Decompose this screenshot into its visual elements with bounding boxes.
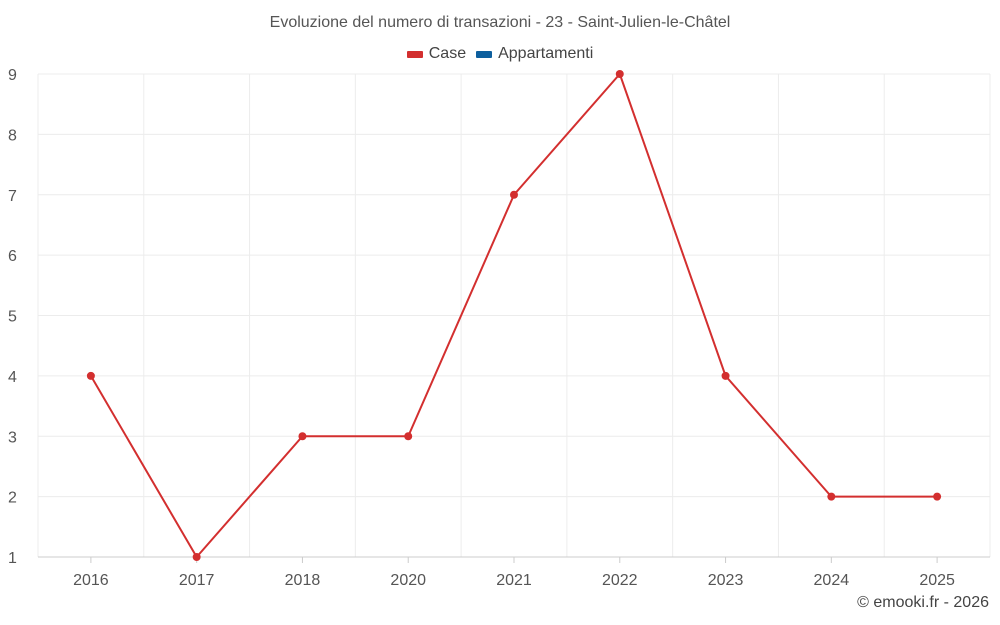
legend-item-case[interactable]: Case [406,45,467,63]
y-tick-label: 2 [8,490,17,507]
data-point-case-2021[interactable] [510,190,518,199]
data-point-case-2018[interactable] [298,432,307,441]
x-tick-label: 2021 [496,572,532,589]
data-point-case-2017[interactable] [192,553,201,561]
data-point-case-2016[interactable] [86,371,95,380]
chart-legend: Case Appartamenti [0,45,1000,63]
legend-swatch-appartamenti [476,50,493,58]
x-tick-label: 2018 [285,572,321,589]
series-layer [86,70,942,561]
x-tick-label: 2020 [390,572,426,589]
data-point-case-2023[interactable] [721,371,730,380]
legend-label-case: Case [428,45,467,62]
x-tick-label: 2016 [73,572,109,589]
grid [37,73,991,558]
data-point-case-2025[interactable] [933,492,942,501]
y-tick-label: 5 [8,309,17,326]
data-point-case-2024[interactable] [827,492,836,501]
y-tick-label: 9 [8,67,17,84]
chart-title: Evoluzione del numero di transazioni - 2… [269,14,731,31]
axes: 1 2 3 4 5 6 7 8 9 2016 2017 2018 2020 2021 2022 2023 202… [8,67,990,589]
data-point-case-2022[interactable] [615,70,624,78]
y-tick-label: 7 [8,188,17,205]
legend-item-appartamenti[interactable]: Appartamenti [476,45,593,63]
y-tick-label: 6 [8,248,17,265]
y-tick-label: 4 [8,369,17,386]
x-tick-label: 2017 [179,572,215,589]
x-tick-label: 2022 [602,572,638,589]
y-tick-label: 8 [8,127,17,144]
footer-credit: © emooki.fr - 2026 [857,594,989,611]
x-tick-label: 2025 [919,572,955,589]
y-tick-label: 3 [8,429,17,446]
x-tick-label: 2023 [708,572,744,589]
legend-swatch-case [406,50,423,58]
y-tick-label: 1 [8,550,17,567]
legend-label-appartamenti: Appartamenti [498,45,594,62]
data-point-case-2020[interactable] [404,432,413,441]
x-tick-label: 2024 [814,572,850,589]
